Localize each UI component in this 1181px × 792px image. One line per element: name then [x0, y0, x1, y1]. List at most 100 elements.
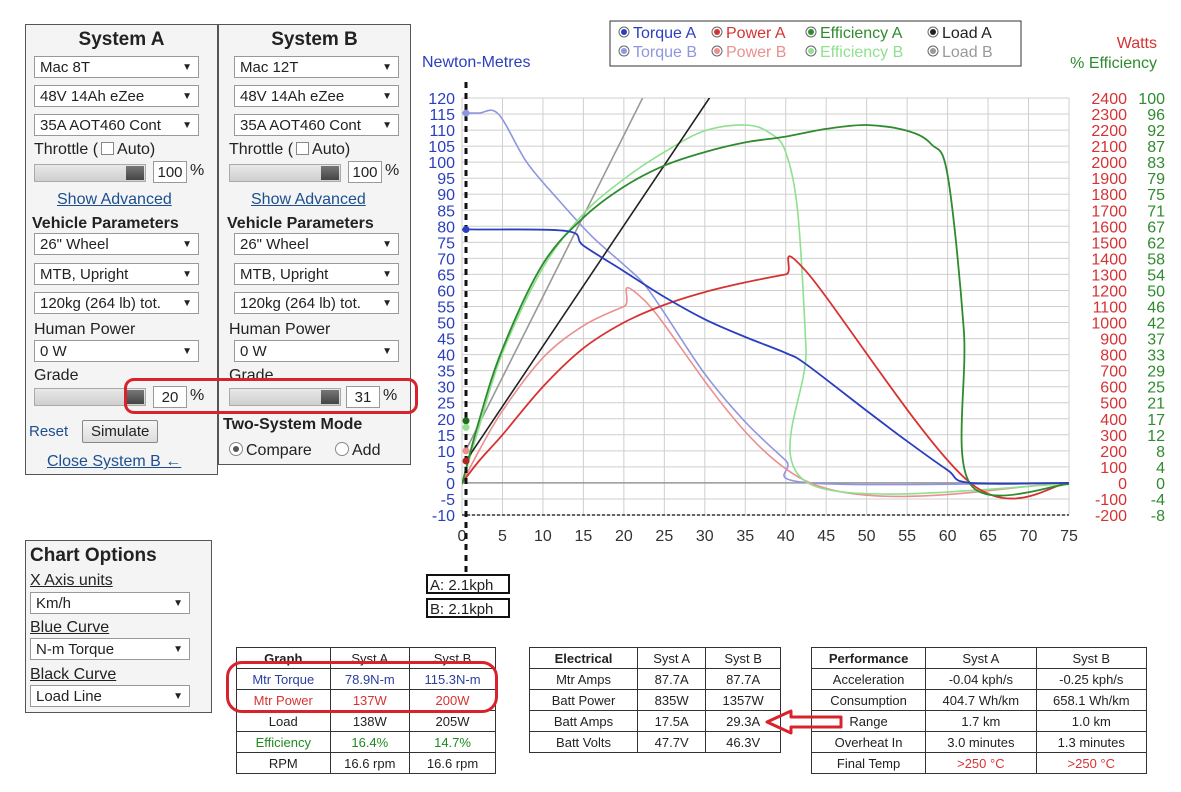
table-cell: Mtr Amps: [528, 668, 639, 690]
slider-knob[interactable]: [321, 390, 339, 404]
table-row: Efficiency 16.4% 14.7%: [236, 731, 496, 753]
grade-input-a[interactable]: 20: [153, 386, 187, 408]
controller-select-b[interactable]: 35A AOT460 Cont ▼: [234, 114, 399, 136]
weight-select-b[interactable]: 120kg (264 lb) tot. ▼: [234, 292, 399, 314]
simulate-button[interactable]: Simulate: [82, 420, 159, 443]
y-tick-label: 80: [437, 219, 455, 236]
percent-label: %: [190, 387, 205, 404]
auto-checkbox-b[interactable]: [296, 142, 310, 155]
table-cell: 3.0 minutes: [925, 731, 1037, 753]
table-cell: 17.5A: [637, 710, 707, 732]
annotation-arrow-icon: [765, 709, 843, 735]
table-cell: 200W: [409, 689, 496, 711]
motor-select-a[interactable]: Mac 8T ▼: [34, 56, 199, 78]
grade-label-a: Grade: [34, 367, 79, 384]
table-cell: 658.1 Wh/km: [1035, 689, 1148, 711]
eff-tick-label: 54: [1147, 267, 1165, 284]
table-row: Batt Amps 17.5A 29.3A: [528, 710, 781, 732]
black-curve-select[interactable]: Load Line ▼: [30, 685, 190, 707]
table-row: Overheat In 3.0 minutes 1.3 minutes: [810, 731, 1148, 753]
human-power-select-a[interactable]: 0 W ▼: [34, 340, 199, 362]
cursor-speed-b: B: 2.1kph: [426, 598, 510, 618]
table-cell: 16.6 rpm: [329, 752, 411, 774]
watts-tick-label: 1600: [1091, 219, 1127, 236]
table-cell: Batt Amps: [528, 710, 639, 732]
human-power-select-b[interactable]: 0 W ▼: [234, 340, 399, 362]
y-tick-label: 45: [437, 332, 455, 349]
grade-input-b[interactable]: 31: [346, 386, 380, 408]
weight-select-a[interactable]: 120kg (264 lb) tot. ▼: [34, 292, 199, 314]
two-system-mode-title: Two-System Mode: [223, 416, 363, 433]
table-cell: 29.3A: [705, 710, 781, 732]
motor-select-b[interactable]: Mac 12T ▼: [234, 56, 399, 78]
slider-knob[interactable]: [321, 166, 339, 180]
x-axis-select[interactable]: Km/h ▼: [30, 592, 190, 614]
add-radio-label[interactable]: Add: [335, 442, 380, 460]
battery-select-b[interactable]: 48V 14Ah eZee ▼: [234, 85, 399, 107]
bike-type-select-a[interactable]: MTB, Upright ▼: [34, 263, 199, 285]
series-line-torque-a: [462, 228, 1069, 485]
wheel-select-a[interactable]: 26" Wheel ▼: [34, 233, 199, 255]
table-header-row: Electrical Syst A Syst B: [528, 647, 781, 669]
y-tick-label: 35: [437, 364, 455, 381]
y-tick-label: 30: [437, 380, 455, 397]
blue-curve-label: Blue Curve: [30, 619, 110, 636]
x-tick-label: 50: [858, 528, 876, 545]
dropdown-arrow-icon: ▼: [382, 120, 392, 131]
table-cell: 16.6 rpm: [409, 752, 496, 774]
throttle-slider-a[interactable]: [34, 164, 146, 182]
legend-dot-fill: [930, 29, 936, 35]
compare-radio-label[interactable]: Compare: [229, 442, 312, 460]
bike-type-select-b[interactable]: MTB, Upright ▼: [234, 263, 399, 285]
dropdown-arrow-icon: ▼: [382, 91, 392, 102]
grade-slider-b[interactable]: [229, 388, 341, 406]
table-cell: 1.0 km: [1035, 710, 1148, 732]
legend-dot-fill: [621, 29, 627, 35]
x-tick-label: 30: [696, 528, 714, 545]
throttle-slider-b[interactable]: [229, 164, 341, 182]
y-tick-label: 25: [437, 396, 455, 413]
watts-tick-label: 1000: [1091, 316, 1127, 333]
battery-select-a[interactable]: 48V 14Ah eZee ▼: [34, 85, 199, 107]
x-tick-label: 0: [458, 528, 467, 545]
x-tick-label: 5: [498, 528, 507, 545]
simulation-chart[interactable]: -10-505101520253035404550556065707580859…: [0, 0, 1181, 650]
show-advanced-link-a[interactable]: Show Advanced: [57, 191, 172, 208]
compare-radio[interactable]: [229, 442, 243, 456]
watts-tick-label: -200: [1095, 508, 1127, 525]
auto-checkbox-a[interactable]: [101, 142, 115, 155]
legend-label: Power B: [726, 44, 786, 61]
watts-tick-label: 100: [1100, 460, 1127, 477]
show-advanced-link-b[interactable]: Show Advanced: [251, 191, 366, 208]
watts-tick-label: 1400: [1091, 251, 1127, 268]
blue-curve-select[interactable]: N-m Torque ▼: [30, 638, 190, 660]
performance-table: Performance Syst A Syst B Acceleration -0…: [810, 647, 1148, 774]
eff-tick-label: 33: [1147, 348, 1165, 365]
table-cell: Mtr Torque: [236, 668, 331, 690]
y-tick-label: 55: [437, 300, 455, 317]
close-system-b-link[interactable]: Close System B ←: [47, 453, 182, 470]
y-tick-label: 75: [437, 235, 455, 252]
reset-link[interactable]: Reset: [29, 423, 69, 440]
watts-tick-label: 600: [1100, 380, 1127, 397]
eff-tick-label: 96: [1147, 107, 1165, 124]
table-cell: -0.25 kph/s: [1035, 668, 1148, 690]
table-cell: 47.7V: [637, 731, 707, 753]
watts-tick-label: 2200: [1091, 123, 1127, 140]
y-tick-label: 115: [429, 107, 455, 124]
throttle-input-b[interactable]: 100: [348, 161, 382, 183]
grade-slider-a[interactable]: [34, 388, 146, 406]
controller-select-a[interactable]: 35A AOT460 Cont ▼: [34, 114, 199, 136]
add-radio[interactable]: [335, 442, 349, 456]
watts-tick-label: 200: [1100, 444, 1127, 461]
slider-knob[interactable]: [126, 390, 144, 404]
table-cell: 138W: [329, 710, 411, 732]
dropdown-arrow-icon: ▼: [182, 120, 192, 131]
x-tick-label: 25: [655, 528, 673, 545]
dropdown-arrow-icon: ▼: [182, 62, 192, 73]
wheel-select-b[interactable]: 26" Wheel ▼: [234, 233, 399, 255]
x-tick-label: 60: [939, 528, 957, 545]
legend-label: Torque A: [633, 25, 696, 42]
throttle-input-a[interactable]: 100: [153, 161, 187, 183]
slider-knob[interactable]: [126, 166, 144, 180]
